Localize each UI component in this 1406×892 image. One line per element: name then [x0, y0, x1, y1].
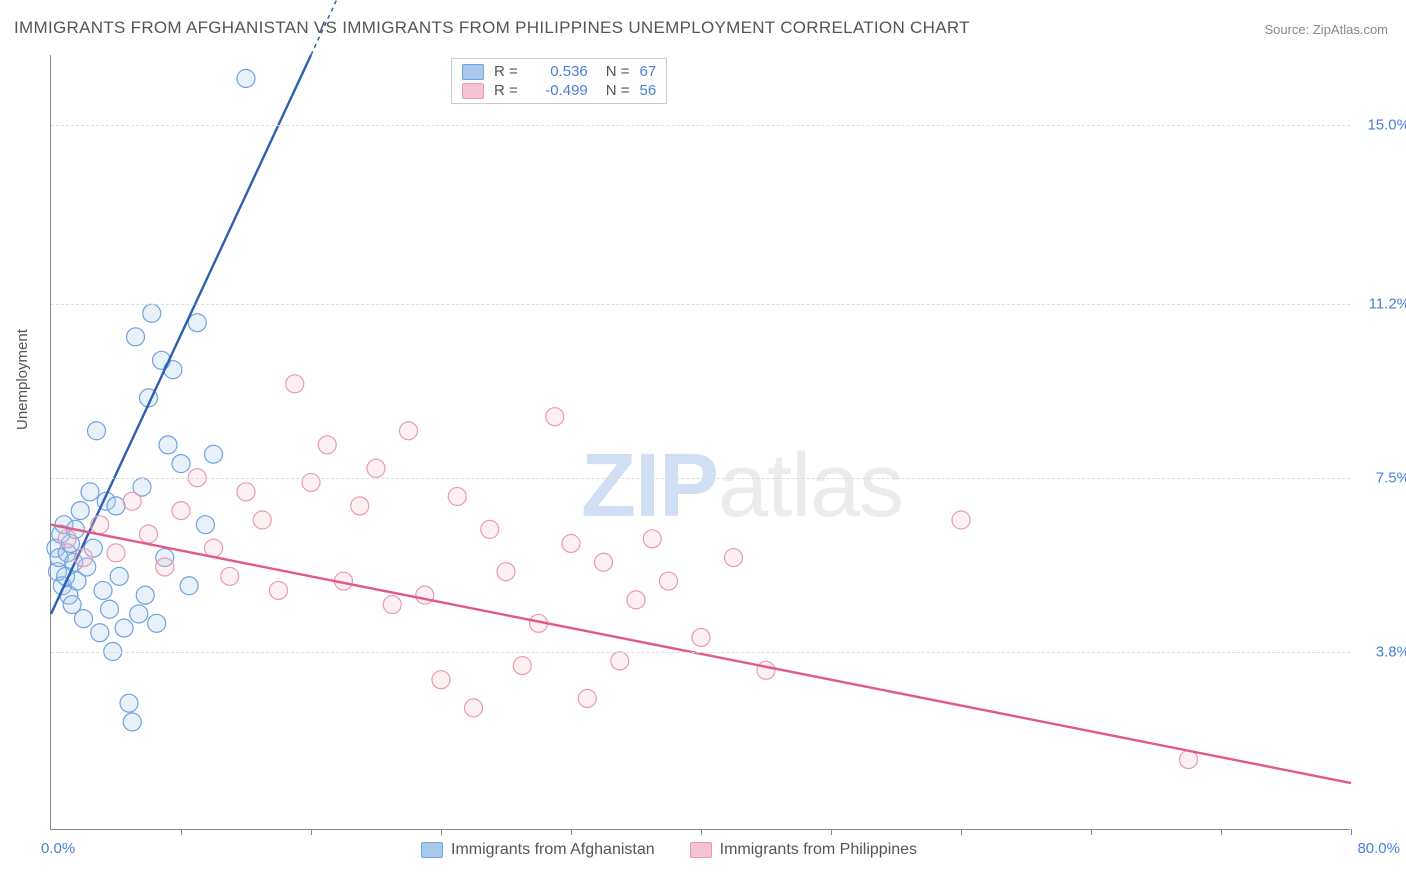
legend-label-afghanistan: Immigrants from Afghanistan — [451, 841, 655, 859]
x-tick — [961, 829, 962, 835]
x-tick — [1221, 829, 1222, 835]
x-tick — [701, 829, 702, 835]
legend-item-philippines: Immigrants from Philippines — [690, 841, 917, 859]
series-legend: Immigrants from Afghanistan Immigrants f… — [421, 841, 917, 859]
gridline — [51, 652, 1350, 653]
gridline — [51, 304, 1350, 305]
swatch-afghanistan — [462, 64, 484, 80]
gridline — [51, 125, 1350, 126]
x-tick — [441, 829, 442, 835]
y-axis-label: Unemployment — [14, 329, 31, 430]
legend-label-philippines: Immigrants from Philippines — [720, 841, 917, 859]
legend-row-philippines: R = -0.499 N = 56 — [462, 82, 656, 99]
swatch-afghanistan-icon — [421, 842, 443, 858]
plot-area: ZIPatlas R = 0.536 N = 67 R = -0.499 N =… — [50, 55, 1350, 830]
chart-title: IMMIGRANTS FROM AFGHANISTAN VS IMMIGRANT… — [14, 18, 970, 38]
x-tick — [1091, 829, 1092, 835]
y-tick-label: 15.0% — [1355, 117, 1406, 134]
swatch-philippines — [462, 83, 484, 99]
legend-item-afghanistan: Immigrants from Afghanistan — [421, 841, 655, 859]
chart-svg — [51, 55, 1350, 829]
x-tick — [181, 829, 182, 835]
x-tick — [1351, 829, 1352, 835]
x-min-label: 0.0% — [41, 840, 75, 857]
source-attribution: Source: ZipAtlas.com — [1264, 22, 1388, 37]
x-tick — [311, 829, 312, 835]
swatch-philippines-icon — [690, 842, 712, 858]
y-tick-label: 11.2% — [1355, 295, 1406, 312]
x-tick — [831, 829, 832, 835]
y-tick-label: 7.5% — [1355, 469, 1406, 486]
correlation-legend: R = 0.536 N = 67 R = -0.499 N = 56 — [451, 58, 667, 104]
gridline — [51, 478, 1350, 479]
x-max-label: 80.0% — [1357, 840, 1400, 857]
x-tick — [571, 829, 572, 835]
y-tick-label: 3.8% — [1355, 643, 1406, 660]
legend-row-afghanistan: R = 0.536 N = 67 — [462, 63, 656, 80]
